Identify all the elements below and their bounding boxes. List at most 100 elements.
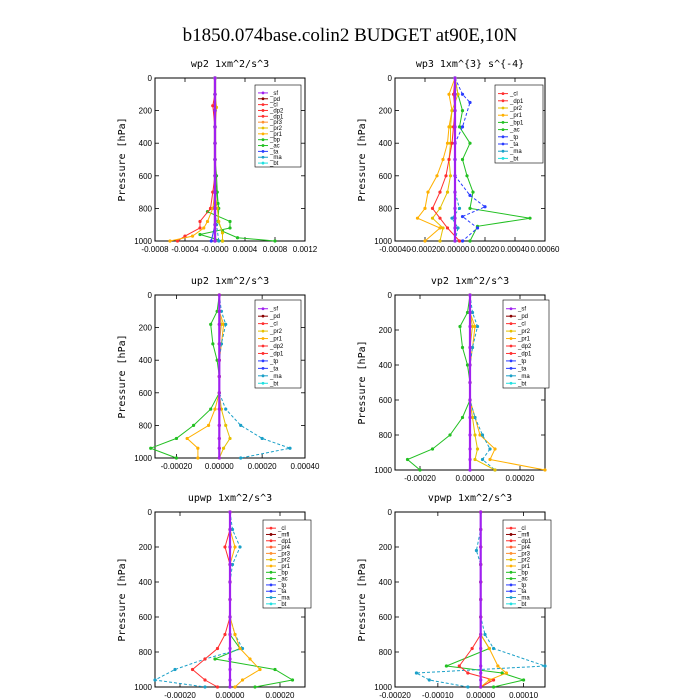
y-tick-label: 400 bbox=[379, 578, 393, 587]
x-tick-label: 0.00000 bbox=[216, 691, 245, 700]
data-point bbox=[209, 239, 213, 243]
data-point bbox=[438, 206, 442, 210]
data-point bbox=[528, 216, 532, 220]
data-point bbox=[230, 527, 235, 532]
legend-marker bbox=[509, 352, 513, 355]
legend-marker bbox=[501, 99, 505, 103]
data-point bbox=[211, 206, 215, 210]
legend-label: _dp2 bbox=[517, 344, 532, 350]
series-sf bbox=[217, 293, 221, 460]
panel-2: wp3 1xm^{3} s^{-4} Pressure [hPa] 0 200 400 6… bbox=[357, 59, 560, 254]
data-point bbox=[445, 141, 450, 145]
data-point bbox=[209, 322, 213, 326]
data-point bbox=[405, 457, 410, 462]
data-point bbox=[468, 141, 472, 145]
data-point bbox=[468, 415, 472, 420]
data-point bbox=[521, 678, 526, 682]
y-tick-label: 400 bbox=[379, 361, 393, 370]
data-point bbox=[479, 615, 483, 619]
legend-label: _mfl bbox=[517, 532, 529, 538]
legend-label: _ma bbox=[517, 374, 530, 380]
data-point bbox=[468, 398, 472, 402]
legend-marker bbox=[269, 570, 273, 574]
data-point bbox=[260, 436, 264, 441]
x-tick-label: 0.00020 bbox=[471, 245, 500, 254]
legend-marker bbox=[261, 91, 265, 95]
data-point bbox=[473, 433, 477, 437]
data-point bbox=[468, 239, 472, 243]
data-point bbox=[441, 157, 445, 162]
data-point bbox=[240, 678, 245, 682]
panels: wp2 1xm^2/s^3 Pressure [hPa] 0 200 400 600 800… bbox=[117, 59, 560, 700]
data-point bbox=[468, 206, 472, 210]
legend-label: _sf bbox=[269, 307, 278, 313]
data-point bbox=[473, 457, 477, 462]
y-axis-label: Pressure [hPa] bbox=[357, 340, 368, 424]
legend-marker bbox=[261, 337, 265, 340]
legend-marker bbox=[501, 157, 505, 160]
legend-label: _dp1 bbox=[517, 351, 532, 357]
data-point bbox=[213, 190, 217, 194]
data-point bbox=[479, 632, 483, 637]
data-point bbox=[217, 456, 221, 460]
legend-marker bbox=[509, 374, 513, 378]
legend-label: _pr1 bbox=[269, 132, 283, 138]
data-point bbox=[480, 433, 485, 437]
legend-label: _cl bbox=[517, 322, 526, 328]
legend-box bbox=[502, 299, 550, 389]
legend: _cl_mfl_dp1_pr4_pr3_pr2_pr1_bp_ac_tp_ta_… bbox=[262, 519, 312, 609]
data-point bbox=[450, 109, 454, 113]
legend-label: _pr4 bbox=[517, 545, 531, 551]
legend-marker bbox=[501, 121, 505, 124]
x-tick-label: 0.00000 bbox=[456, 474, 485, 483]
legend-marker bbox=[509, 564, 513, 568]
data-point bbox=[438, 226, 442, 230]
y-tick-label: 600 bbox=[379, 396, 393, 405]
data-point bbox=[228, 646, 232, 651]
data-point bbox=[215, 206, 219, 210]
data-point bbox=[456, 92, 460, 96]
data-point bbox=[426, 190, 430, 194]
x-tick-label: 0.0008 bbox=[263, 245, 288, 254]
data-point bbox=[468, 363, 472, 367]
y-axis-label: Pressure [hPa] bbox=[117, 334, 128, 418]
data-point bbox=[228, 667, 232, 672]
data-point bbox=[458, 324, 462, 329]
legend-label: _dp2 bbox=[269, 108, 284, 114]
legend-label: _pr3 bbox=[269, 120, 283, 126]
legend-marker bbox=[509, 539, 513, 543]
legend-marker bbox=[261, 359, 265, 363]
y-tick-label: 600 bbox=[139, 172, 153, 181]
data-point bbox=[224, 322, 228, 326]
legend-label: _pr4 bbox=[277, 545, 291, 551]
data-point bbox=[213, 125, 217, 129]
data-point bbox=[479, 678, 483, 682]
legend-label: _pr3 bbox=[277, 551, 291, 557]
data-point bbox=[438, 190, 442, 194]
data-point bbox=[175, 239, 180, 243]
data-point bbox=[453, 157, 457, 162]
legend-marker bbox=[509, 545, 513, 549]
data-point bbox=[213, 206, 217, 210]
data-point bbox=[543, 664, 547, 668]
legend-label: _mfl bbox=[277, 532, 289, 538]
data-point bbox=[228, 436, 232, 441]
y-tick-label: 800 bbox=[379, 204, 393, 213]
data-point bbox=[215, 646, 220, 651]
legend-label: _pr2 bbox=[269, 329, 283, 335]
y-tick-label: 400 bbox=[139, 578, 153, 587]
data-point bbox=[238, 545, 242, 549]
data-point bbox=[213, 157, 217, 162]
legend-label: _ta bbox=[517, 589, 527, 595]
series-cl bbox=[228, 510, 232, 689]
legend-label: _ta bbox=[517, 366, 527, 372]
data-point bbox=[213, 92, 217, 96]
data-point bbox=[468, 468, 472, 472]
data-point bbox=[213, 407, 217, 411]
data-point bbox=[465, 363, 470, 367]
data-point bbox=[174, 436, 179, 441]
data-point bbox=[414, 671, 419, 675]
panel-title: vp2 1xm^2/s^3 bbox=[431, 276, 509, 287]
legend-label: _tp bbox=[277, 583, 287, 589]
legend-marker bbox=[261, 126, 265, 130]
